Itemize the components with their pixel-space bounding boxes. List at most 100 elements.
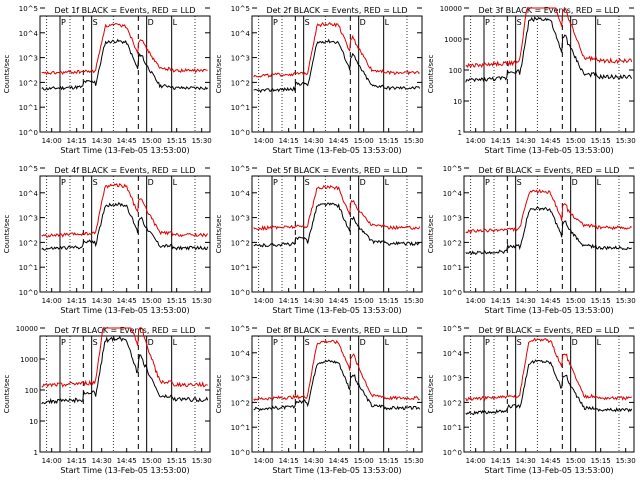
x-tick-label: 14:00 bbox=[466, 137, 486, 145]
x-tick-label: 15:15 bbox=[379, 297, 399, 305]
series-line-lld bbox=[41, 327, 208, 388]
marker-letter-S: S bbox=[517, 178, 522, 187]
detector-panel-3: Det 3f BLACK = Events, RED = LLD P S D L 1 10 1… bbox=[427, 5, 636, 155]
y-tick-label: 1000 bbox=[444, 36, 462, 44]
x-tick-label: 14:30 bbox=[304, 297, 324, 305]
panel-title: Det 1f BLACK = Events, RED = LLD bbox=[54, 6, 195, 15]
x-tick-label: 15:15 bbox=[379, 457, 399, 465]
x-tick-label: 15:00 bbox=[354, 457, 374, 465]
x-tick-label: 14:15 bbox=[67, 457, 87, 465]
x-tick-label: 14:30 bbox=[516, 137, 536, 145]
y-tick-label: 10^1 bbox=[443, 264, 462, 272]
x-tick-label: 14:15 bbox=[279, 297, 299, 305]
series-line-events bbox=[253, 202, 420, 248]
x-tick-label: 15:30 bbox=[616, 457, 636, 465]
series-line-lld bbox=[253, 339, 420, 402]
detector-panel-9: Det 9f BLACK = Events, RED = LLD P S D L 10^0… bbox=[427, 325, 636, 475]
x-tick-label: 14:00 bbox=[42, 137, 62, 145]
y-axis-label: Counts/sec bbox=[215, 55, 223, 94]
marker-letter-S: S bbox=[93, 178, 98, 187]
x-tick-label: 14:15 bbox=[491, 457, 511, 465]
series-line-events bbox=[253, 38, 421, 94]
x-tick-label: 15:30 bbox=[404, 137, 424, 145]
y-axis-label: Counts/sec bbox=[427, 375, 435, 414]
x-tick-label: 14:15 bbox=[491, 297, 511, 305]
marker-letter-P: P bbox=[485, 178, 490, 187]
y-axis-label: Counts/sec bbox=[215, 375, 223, 414]
x-tick-label: 14:45 bbox=[329, 137, 349, 145]
x-tick-label: 14:00 bbox=[466, 297, 486, 305]
marker-letter-P: P bbox=[273, 338, 278, 347]
x-axis-label: Start Time (13-Feb-05 13:53:00) bbox=[272, 146, 401, 155]
x-tick-label: 15:00 bbox=[354, 137, 374, 145]
marker-letter-P: P bbox=[273, 18, 278, 27]
series-line-lld bbox=[253, 21, 420, 78]
detector-panel-2: Det 2f BLACK = Events, RED = LLD P S D L 10^0… bbox=[215, 5, 424, 155]
y-tick-label: 10^1 bbox=[231, 424, 250, 432]
y-tick-label: 100 bbox=[25, 387, 38, 395]
detector-panel-6: Det 6f BLACK = Events, RED = LLD P S D L 10^0… bbox=[427, 165, 636, 315]
y-tick-label: 10^5 bbox=[231, 165, 250, 173]
x-axis-label: Start Time (13-Feb-05 13:53:00) bbox=[60, 306, 189, 315]
x-tick-label: 14:45 bbox=[329, 457, 349, 465]
plot-frame bbox=[463, 335, 635, 453]
detector-panel-7: Det 7f BLACK = Events, RED = LLD P S D L 1 10 1… bbox=[3, 325, 212, 475]
marker-letter-S: S bbox=[305, 338, 310, 347]
plot-frame bbox=[39, 335, 211, 453]
y-axis-label: Counts/sec bbox=[3, 55, 11, 94]
x-tick-label: 15:15 bbox=[167, 457, 187, 465]
series-line-events bbox=[465, 16, 633, 83]
marker-letter-L: L bbox=[597, 178, 602, 187]
y-axis-label: Counts/sec bbox=[427, 215, 435, 254]
y-tick-label: 10^0 bbox=[443, 449, 462, 457]
y-tick-label: 10^4 bbox=[231, 30, 251, 38]
marker-letter-D: D bbox=[360, 338, 366, 347]
x-tick-label: 15:15 bbox=[167, 137, 187, 145]
marker-letter-L: L bbox=[385, 178, 390, 187]
y-tick-label: 10^4 bbox=[443, 190, 463, 198]
x-tick-label: 14:45 bbox=[117, 137, 137, 145]
panel-title: Det 5f BLACK = Events, RED = LLD bbox=[266, 166, 407, 175]
y-tick-label: 10^2 bbox=[19, 239, 38, 247]
series-line-lld bbox=[465, 188, 632, 235]
panel-title: Det 9f BLACK = Events, RED = LLD bbox=[478, 326, 619, 335]
x-tick-label: 15:15 bbox=[379, 137, 399, 145]
x-tick-label: 14:45 bbox=[117, 297, 137, 305]
x-tick-label: 14:00 bbox=[466, 457, 486, 465]
y-axis-label: Counts/sec bbox=[427, 55, 435, 94]
y-tick-label: 10^3 bbox=[231, 55, 250, 63]
y-tick-label: 10^2 bbox=[443, 399, 462, 407]
x-axis-label: Start Time (13-Feb-05 13:53:00) bbox=[484, 466, 613, 475]
y-tick-label: 10^5 bbox=[231, 5, 250, 13]
x-tick-label: 14:15 bbox=[279, 457, 299, 465]
x-tick-label: 15:15 bbox=[591, 297, 611, 305]
panel-title: Det 8f BLACK = Events, RED = LLD bbox=[266, 326, 407, 335]
marker-letter-L: L bbox=[385, 338, 390, 347]
x-axis-label: Start Time (13-Feb-05 13:53:00) bbox=[60, 146, 189, 155]
x-tick-label: 15:00 bbox=[354, 297, 374, 305]
x-tick-label: 15:30 bbox=[616, 297, 636, 305]
marker-letter-L: L bbox=[597, 338, 602, 347]
y-tick-label: 10^2 bbox=[231, 239, 250, 247]
y-tick-label: 10^1 bbox=[231, 104, 250, 112]
marker-letter-P: P bbox=[61, 178, 66, 187]
y-tick-label: 10^4 bbox=[19, 190, 39, 198]
series-line-lld bbox=[41, 182, 209, 238]
plot-frame bbox=[251, 335, 423, 453]
series-line-events bbox=[41, 202, 209, 251]
marker-letter-S: S bbox=[93, 338, 98, 347]
x-tick-label: 14:30 bbox=[516, 457, 536, 465]
x-tick-label: 15:00 bbox=[566, 457, 586, 465]
detector-panel-4: Det 4f BLACK = Events, RED = LLD P S D L 10^0… bbox=[3, 165, 212, 315]
x-tick-label: 15:00 bbox=[142, 457, 162, 465]
marker-letter-D: D bbox=[572, 18, 578, 27]
x-tick-label: 14:30 bbox=[92, 457, 112, 465]
panel-title: Det 7f BLACK = Events, RED = LLD bbox=[54, 326, 195, 335]
y-tick-label: 10^3 bbox=[443, 215, 462, 223]
marker-letter-L: L bbox=[385, 18, 390, 27]
plot-frame bbox=[39, 15, 211, 133]
panel-title: Det 4f BLACK = Events, RED = LLD bbox=[54, 166, 195, 175]
marker-letter-S: S bbox=[517, 338, 522, 347]
x-tick-label: 14:30 bbox=[92, 297, 112, 305]
